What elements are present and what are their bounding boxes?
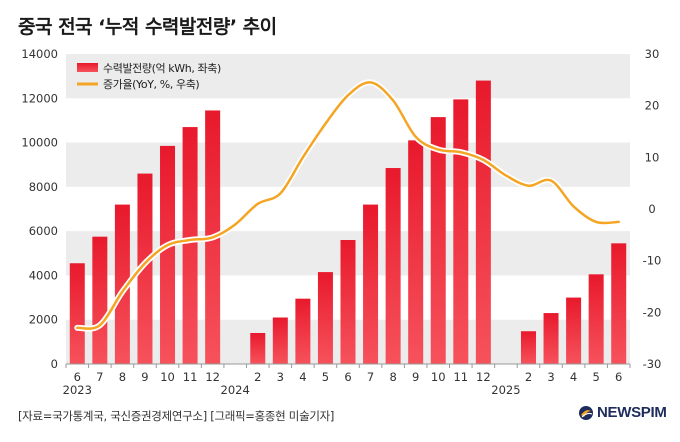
x-tick-label: 10 bbox=[431, 370, 446, 384]
chart-title: 중국 전국 ‘누적 수력발전량’ 추이 bbox=[18, 16, 277, 38]
x-tick-label: 12 bbox=[205, 370, 220, 384]
bar bbox=[69, 263, 85, 364]
left-tick-label: 8000 bbox=[29, 180, 58, 194]
year-label: 2023 bbox=[63, 383, 92, 397]
x-tick-label: 11 bbox=[183, 370, 198, 384]
right-tick-label: 20 bbox=[645, 99, 660, 113]
x-tick-label: 4 bbox=[570, 370, 577, 384]
brand-logo: NEWSPIM bbox=[578, 404, 667, 421]
right-tick-label: -30 bbox=[643, 357, 662, 371]
x-tick-label: 3 bbox=[547, 370, 554, 384]
line-series bbox=[74, 79, 622, 332]
x-tick-label: 6 bbox=[615, 370, 622, 384]
right-tick-label: 30 bbox=[645, 47, 660, 61]
bar bbox=[114, 204, 130, 364]
right-tick-label: -10 bbox=[643, 254, 662, 268]
grid-band bbox=[66, 142, 630, 187]
x-tick-label: 8 bbox=[119, 370, 126, 384]
bar bbox=[566, 297, 582, 364]
grid-band bbox=[66, 54, 630, 99]
globe-icon bbox=[579, 405, 593, 420]
bar bbox=[182, 127, 198, 364]
legend: 수력발전량(억 kWh, 좌축) 증가율(YoY, %, 우축) bbox=[77, 62, 221, 91]
x-tick-label: 6 bbox=[74, 370, 81, 384]
x-tick-label: 11 bbox=[453, 370, 468, 384]
left-tick-label: 4000 bbox=[29, 268, 58, 282]
x-tick-label: 9 bbox=[141, 370, 148, 384]
bar bbox=[363, 204, 379, 364]
left-tick-label: 12000 bbox=[21, 91, 58, 105]
source-credit: [자료=국가통계국, 국신증권경제연구소] [그래픽=홍종현 미술기자] bbox=[18, 409, 335, 423]
x-tick-label: 2 bbox=[254, 370, 261, 384]
bar bbox=[430, 117, 446, 364]
bar bbox=[385, 168, 401, 364]
x-tick-label: 7 bbox=[96, 370, 103, 384]
x-tick-label: 6 bbox=[344, 370, 351, 384]
bar bbox=[408, 140, 424, 364]
bar bbox=[92, 236, 108, 364]
bar bbox=[340, 240, 356, 364]
x-tick-label: 10 bbox=[160, 370, 175, 384]
bar bbox=[588, 274, 604, 364]
bar bbox=[520, 331, 536, 364]
left-axis: 0 2000 4000 6000 8000 10000 12000 14000 bbox=[21, 47, 58, 371]
x-tick-label: 9 bbox=[412, 370, 419, 384]
bar bbox=[250, 333, 266, 364]
right-tick-label: -20 bbox=[643, 305, 662, 319]
bar bbox=[272, 317, 288, 364]
left-tick-label: 6000 bbox=[29, 224, 58, 238]
x-tick-label: 12 bbox=[476, 370, 491, 384]
legend-bar-swatch bbox=[77, 63, 98, 72]
x-tick-label: 3 bbox=[277, 370, 284, 384]
bar bbox=[295, 298, 311, 364]
x-tick-label: 5 bbox=[592, 370, 599, 384]
right-tick-label: 0 bbox=[648, 202, 655, 216]
x-tick-label: 7 bbox=[367, 370, 374, 384]
left-tick-label: 2000 bbox=[29, 313, 58, 327]
left-tick-label: 0 bbox=[51, 357, 58, 371]
x-tick-label: 4 bbox=[299, 370, 306, 384]
bar bbox=[137, 173, 153, 364]
left-tick-label: 14000 bbox=[21, 47, 58, 61]
bar bbox=[543, 313, 559, 364]
bar bbox=[611, 243, 627, 364]
brand-name: NEWSPIM bbox=[597, 404, 667, 421]
bar-series bbox=[69, 80, 627, 365]
x-tick-label: 8 bbox=[389, 370, 396, 384]
year-label: 2024 bbox=[221, 383, 250, 397]
legend-line-label: 증가율(YoY, %, 우축) bbox=[103, 78, 199, 91]
year-label: 2025 bbox=[491, 383, 520, 397]
bar bbox=[475, 80, 491, 365]
x-tick-label: 5 bbox=[322, 370, 329, 384]
x-tick-label: 2 bbox=[525, 370, 532, 384]
bar bbox=[453, 99, 469, 365]
right-tick-label: 10 bbox=[645, 150, 660, 164]
bar bbox=[317, 272, 333, 364]
right-axis: -30 -20 -10 0 10 20 30 bbox=[643, 47, 662, 371]
left-tick-label: 10000 bbox=[21, 136, 58, 150]
bar bbox=[160, 145, 176, 364]
legend-bar-label: 수력발전량(억 kWh, 좌축) bbox=[103, 62, 221, 75]
